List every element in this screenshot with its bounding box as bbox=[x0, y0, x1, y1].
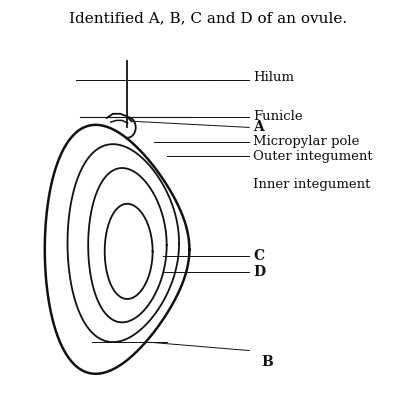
Text: Identified A, B, C and D of an ovule.: Identified A, B, C and D of an ovule. bbox=[69, 12, 347, 26]
Text: Funicle: Funicle bbox=[253, 110, 303, 123]
Text: B: B bbox=[262, 355, 273, 369]
Text: Inner integument: Inner integument bbox=[253, 178, 371, 191]
Text: Hilum: Hilum bbox=[253, 71, 295, 84]
Text: C: C bbox=[253, 248, 265, 262]
Text: A: A bbox=[253, 120, 264, 134]
Text: D: D bbox=[253, 265, 265, 279]
Text: Outer integument: Outer integument bbox=[253, 150, 373, 163]
Text: Micropylar pole: Micropylar pole bbox=[253, 135, 360, 149]
